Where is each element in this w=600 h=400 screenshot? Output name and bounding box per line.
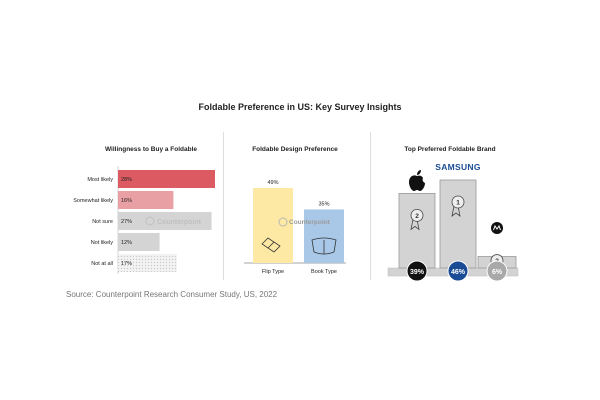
watermark-icon	[145, 216, 155, 226]
chart1-category-label: Somewhat likely	[73, 198, 113, 204]
chart1-value-label: 28%	[121, 177, 132, 183]
watermark-text: Counterpoint	[157, 219, 202, 226]
apple-leaf-icon	[417, 170, 421, 175]
divider-left	[223, 132, 224, 280]
chart1-value-label: 16%	[121, 198, 132, 204]
chart3-value-label: 6%	[492, 269, 503, 276]
chart1-bar	[118, 233, 160, 251]
medal-ribbon-icon	[490, 264, 500, 276]
watermark-icon	[278, 217, 288, 227]
chart3-bar	[439, 179, 477, 269]
chart1-category-label: Not sure	[92, 219, 113, 225]
chart3-bar	[398, 192, 436, 269]
chart2-value-label: 35%	[318, 201, 329, 207]
chart1-bar	[118, 191, 174, 209]
medal-icon	[490, 254, 504, 267]
chart3-rank-label: 1	[456, 200, 460, 207]
chart3-title: Top Preferred Foldable Brand	[404, 146, 496, 153]
chart1-value-label: 12%	[121, 240, 132, 246]
book-phone-icon	[311, 237, 337, 255]
chart1-value-label: 27%	[121, 219, 132, 225]
samsung-logo-text: SAMSUNG	[435, 162, 481, 172]
chart3-rank-label: 2	[415, 213, 419, 220]
divider-right	[370, 132, 371, 280]
chart1-value-label: 17%	[121, 261, 132, 267]
flip-phone-icon	[261, 237, 281, 253]
medal-ribbon-icon	[451, 205, 461, 217]
chart2-value-label: 49%	[267, 180, 278, 186]
source-note: Source: Counterpoint Research Consumer S…	[66, 290, 278, 299]
chart3-value-badge	[447, 260, 469, 282]
motorola-logo-icon	[491, 222, 503, 234]
chart1-bar	[118, 254, 177, 272]
chart2-bar	[304, 209, 344, 263]
chart1-category-label: Not likely	[91, 240, 114, 246]
page-title: Foldable Preference in US: Key Survey In…	[198, 102, 402, 112]
chart3-rank-label: 3	[495, 258, 499, 265]
chart3-value-badge	[406, 260, 428, 282]
watermark-text: Counterpoint	[289, 219, 331, 226]
chart1-bar	[118, 212, 212, 230]
chart2-bar	[253, 188, 293, 263]
chart3-value-label: 46%	[451, 269, 466, 276]
chart2-title: Foldable Design Preference	[252, 146, 338, 153]
apple-logo-icon	[409, 175, 425, 191]
chart1-category-label: Most likely	[87, 177, 113, 183]
medal-icon	[410, 208, 424, 222]
chart1-category-label: Not at all	[91, 261, 113, 267]
chart3-value-badge	[486, 260, 508, 282]
chart1-title: Willingness to Buy a Foldable	[104, 146, 198, 153]
chart1-bar	[118, 170, 215, 188]
motorola-m-icon	[493, 224, 501, 231]
chart3-value-label: 39%	[410, 269, 425, 276]
chart2-category-label: Flip Type	[262, 269, 284, 275]
podium-base	[387, 267, 519, 277]
chart2-category-label: Book Type	[311, 269, 337, 275]
medal-icon	[451, 195, 465, 209]
medal-ribbon-icon	[410, 219, 420, 231]
chart3-bar	[477, 256, 517, 269]
